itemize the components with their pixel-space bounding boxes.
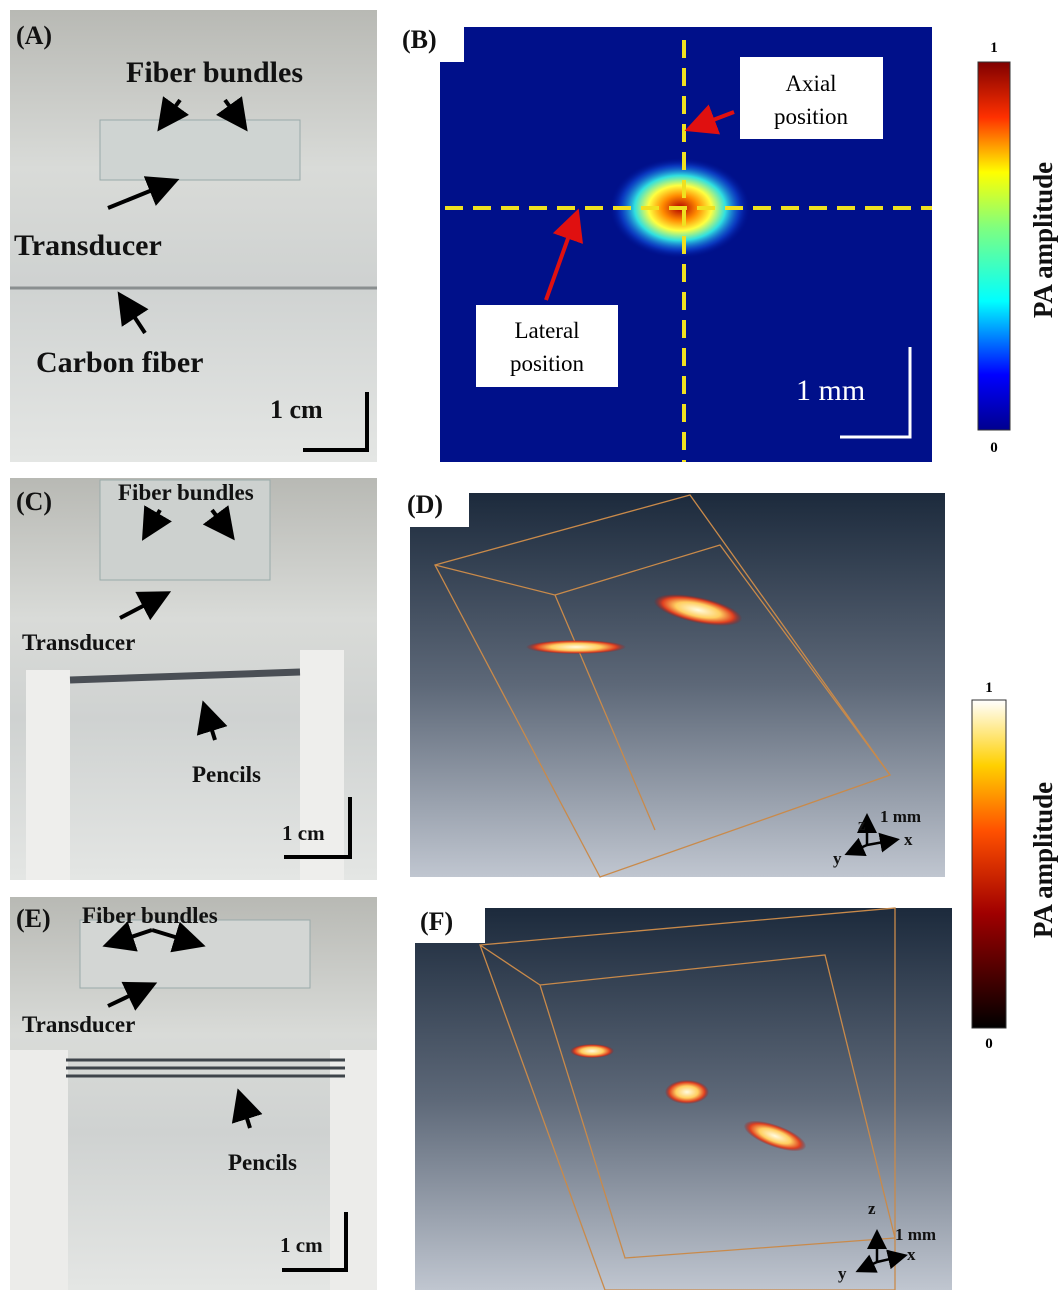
scale-bar-label: 1 cm xyxy=(280,1233,323,1257)
target xyxy=(526,640,626,654)
axis-label: z xyxy=(868,1199,876,1218)
colorbar-title: PA amplitude xyxy=(1028,162,1058,318)
scale-bar-label: 1 cm xyxy=(270,395,323,424)
probe xyxy=(80,920,310,988)
colorbar-min: 0 xyxy=(985,1036,993,1052)
axis-label: x xyxy=(904,830,913,849)
panel-label: (C) xyxy=(16,487,52,516)
panel-c: (C) Fiber bundles Transducer Pencils 1 c… xyxy=(10,478,377,880)
panel-label: (D) xyxy=(407,490,443,519)
annotation: Fiber bundles xyxy=(82,903,218,928)
annotation: Fiber bundles xyxy=(118,480,254,505)
annotation: Axial xyxy=(785,71,836,96)
scale-bar-label: 1 mm xyxy=(796,374,865,407)
axis-label: y xyxy=(838,1264,847,1283)
panel-b: (B) Axial position Lateral position 1 mm… xyxy=(398,22,1058,462)
panel-e: (E) Fiber bundles Transducer Pencils 1 c… xyxy=(10,897,377,1290)
colorbar-max: 1 xyxy=(990,40,998,56)
axis-label: z xyxy=(858,815,866,834)
probe xyxy=(100,120,300,180)
panel-label: (F) xyxy=(420,907,453,936)
annotation: Transducer xyxy=(14,229,162,262)
scale-bar-label: 1 cm xyxy=(282,821,325,845)
annotation: Pencils xyxy=(228,1150,297,1175)
annotation: position xyxy=(510,351,585,376)
annotation: Transducer xyxy=(22,630,135,655)
scale-bar-label: 1 mm xyxy=(880,807,921,826)
annotation: Transducer xyxy=(22,1012,135,1037)
holder xyxy=(10,1050,68,1290)
panel-label: (B) xyxy=(402,25,437,54)
annotation: position xyxy=(774,104,849,129)
target xyxy=(570,1044,614,1058)
colorbar-min: 0 xyxy=(990,440,998,456)
annotation: Fiber bundles xyxy=(126,56,303,89)
panel-label: (E) xyxy=(16,904,51,933)
annotation: Carbon fiber xyxy=(36,346,204,379)
panel-a: (A) Fiber bundles Transducer Carbon fibe… xyxy=(10,10,377,462)
holder xyxy=(26,670,70,880)
colorbar-title: PA amplitude xyxy=(1028,782,1058,938)
annotation: Pencils xyxy=(192,762,261,787)
axis-label: x xyxy=(907,1245,916,1264)
figure: (A) Fiber bundles Transducer Carbon fibe… xyxy=(0,0,1060,1290)
holder xyxy=(300,650,344,880)
scale-bar-label: 1 mm xyxy=(895,1225,936,1244)
panel-f: (F) z x y 1 mm xyxy=(415,903,952,1290)
axis-label: y xyxy=(833,849,842,868)
target xyxy=(665,1080,709,1104)
panel-label: (A) xyxy=(16,21,52,50)
colorbar xyxy=(978,62,1010,430)
colorbar-max: 1 xyxy=(985,680,993,696)
colorbar xyxy=(972,700,1006,1028)
holder xyxy=(330,1050,377,1290)
annotation: Lateral xyxy=(514,318,579,343)
